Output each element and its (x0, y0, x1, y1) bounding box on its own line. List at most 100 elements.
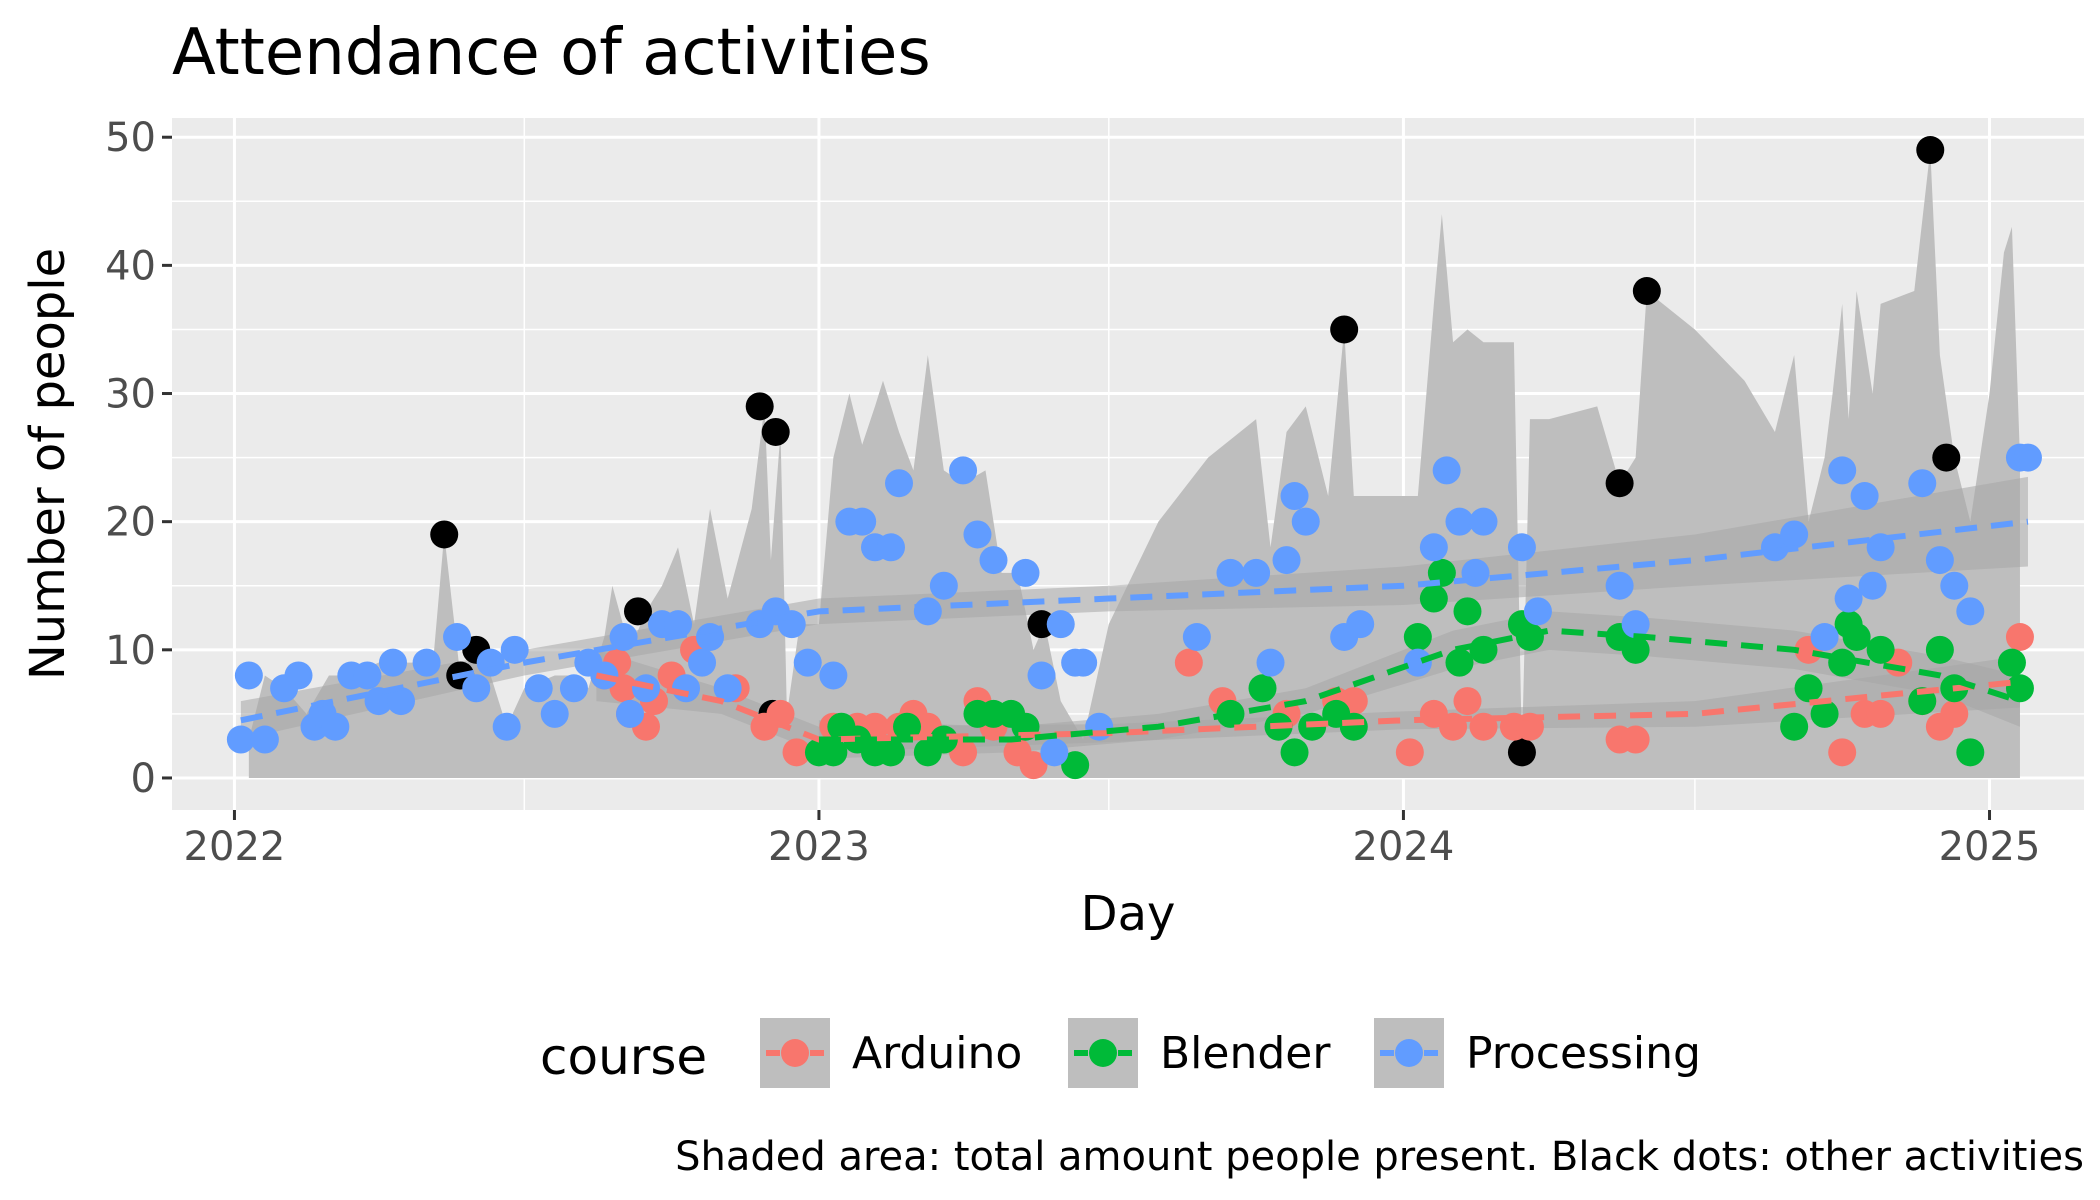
point-processing (1419, 533, 1448, 562)
point-processing (1027, 661, 1056, 690)
point-processing (353, 661, 382, 690)
point-blender (1794, 674, 1823, 703)
point-blender (1061, 751, 1090, 780)
point-processing (462, 674, 491, 703)
point-processing (885, 469, 914, 498)
point-processing (793, 648, 822, 677)
point-processing (321, 712, 350, 741)
point-processing (1256, 648, 1285, 677)
y-tick-label: 40 (105, 243, 156, 289)
point-processing (364, 687, 393, 716)
point-processing (1445, 507, 1474, 536)
point-processing (284, 661, 313, 690)
point-blender (1780, 712, 1809, 741)
point-processing (1828, 456, 1857, 485)
point-blender (2005, 674, 2034, 703)
point-processing (492, 712, 521, 741)
smooth-ribbon-processing (240, 476, 2028, 740)
other-activity-point (1916, 136, 1945, 165)
point-processing (848, 507, 877, 536)
point-processing (1523, 597, 1552, 626)
point-arduino (782, 738, 811, 767)
point-processing (1069, 648, 1098, 677)
legend-key-point (1089, 1039, 1117, 1067)
point-blender (1908, 687, 1937, 716)
other-activity-point (1330, 315, 1359, 344)
point-processing (378, 648, 407, 677)
point-processing (963, 520, 992, 549)
smooth-ribbon-layer (240, 476, 2028, 759)
point-processing (386, 687, 415, 716)
point-processing (234, 661, 263, 690)
legend-item-arduino: Arduino (760, 1018, 1022, 1088)
point-processing (664, 610, 693, 639)
y-tick-label: 0 (131, 756, 156, 802)
point-processing (1346, 610, 1375, 639)
x-axis-title: Day (1081, 886, 1176, 942)
smooth-lines-layer (240, 518, 2029, 743)
point-arduino (1940, 699, 1969, 728)
point-blender (1403, 623, 1432, 651)
point-processing (877, 533, 906, 562)
chart-title: Attendance of activities (172, 16, 931, 90)
legend-label: Arduino (852, 1028, 1022, 1079)
point-processing (913, 597, 942, 626)
point-blender (1248, 674, 1277, 703)
point-processing (2013, 443, 2042, 472)
smooth-line-processing (240, 518, 2029, 724)
point-arduino (1621, 725, 1650, 754)
point-blender (877, 738, 906, 767)
point-blender (1828, 648, 1857, 677)
point-processing (1469, 507, 1498, 536)
point-blender (1997, 648, 2026, 677)
point-arduino (1174, 648, 1203, 677)
point-arduino (2005, 623, 2034, 651)
point-arduino (1866, 699, 1895, 728)
point-processing (1956, 597, 1985, 626)
point-processing (540, 699, 569, 728)
point-processing (1834, 584, 1863, 613)
legend-item-processing: Processing (1374, 1018, 1701, 1088)
point-processing (1810, 623, 1839, 651)
legend-key-point (781, 1039, 809, 1067)
point-blender (1956, 738, 1985, 767)
point-processing (1011, 558, 1040, 587)
axes-layer: 0 10 20 30 40 50 2022 2023 2024 2025 (105, 115, 2040, 870)
y-tick-label: 50 (105, 115, 156, 161)
point-arduino (1019, 751, 1048, 780)
point-blender (1621, 635, 1650, 664)
smooth-line-blender (818, 627, 2021, 743)
point-processing (250, 725, 279, 754)
point-processing (1403, 648, 1432, 677)
point-processing (1242, 558, 1271, 587)
point-blender (1866, 635, 1895, 664)
y-axis-title: Number of people (20, 248, 76, 680)
point-blender (893, 712, 922, 741)
legend: course Arduino Blender Processing (540, 1018, 1701, 1088)
point-processing (1046, 610, 1075, 639)
point-processing (819, 661, 848, 690)
point-arduino (1395, 738, 1424, 767)
legend-label: Processing (1466, 1028, 1701, 1079)
point-processing (500, 635, 529, 664)
other-activity-point (1027, 610, 1056, 639)
point-processing (1908, 469, 1937, 498)
point-processing (443, 623, 472, 651)
point-blender (1280, 738, 1309, 767)
point-processing (1272, 546, 1301, 575)
legend-label: Blender (1160, 1028, 1331, 1079)
point-blender (1419, 584, 1448, 613)
point-processing (559, 674, 588, 703)
other-activities-layer (430, 136, 1961, 767)
x-tick-label: 2023 (768, 824, 870, 870)
chart-caption: Shaded area: total amount people present… (675, 1134, 2084, 1180)
point-processing (672, 674, 701, 703)
other-activity-point (1605, 469, 1634, 498)
point-arduino (1453, 687, 1482, 716)
other-activity-point (761, 417, 790, 446)
point-processing (1605, 571, 1634, 600)
other-activity-point (623, 597, 652, 626)
point-blender (819, 738, 848, 767)
point-blender (1339, 712, 1368, 741)
